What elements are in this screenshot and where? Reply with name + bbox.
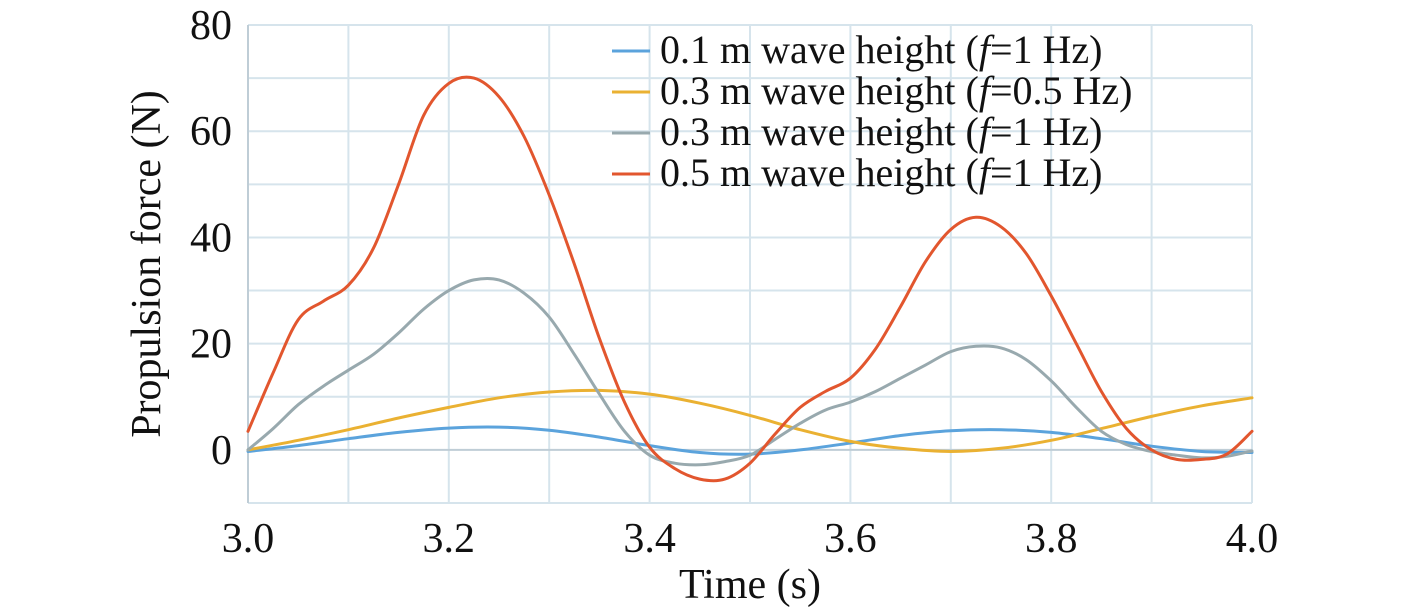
x-tick-label: 3.4 xyxy=(623,516,676,562)
legend-label-part: 0.3 m wave height ( xyxy=(660,109,979,154)
y-tick-label: 40 xyxy=(190,215,232,261)
legend-label-part: =1 Hz) xyxy=(990,109,1103,154)
legend-label-part: =1 Hz) xyxy=(990,150,1103,195)
legend: 0.1 m wave height (f=1 Hz)0.3 m wave hei… xyxy=(612,27,1132,195)
y-tick-label: 0 xyxy=(211,428,232,474)
legend-label: 0.3 m wave height (f=1 Hz) xyxy=(660,109,1102,154)
y-tick-label: 80 xyxy=(190,3,232,49)
legend-label: 0.5 m wave height (f=1 Hz) xyxy=(660,150,1102,195)
x-tick-label: 3.0 xyxy=(222,516,275,562)
series-line-4 xyxy=(246,75,1254,483)
y-tick-label: 60 xyxy=(190,109,232,155)
legend-label-part: =1 Hz) xyxy=(990,27,1103,72)
legend-label-part: 0.5 m wave height ( xyxy=(660,150,979,195)
legend-label: 0.1 m wave height (f=1 Hz) xyxy=(660,27,1102,72)
legend-label-part: 0.3 m wave height ( xyxy=(660,68,979,113)
x-axis-title: Time (s) xyxy=(679,562,821,608)
legend-label-part: 0.1 m wave height ( xyxy=(660,27,979,72)
legend-entry: 0.3 m wave height (f=1 Hz) xyxy=(612,109,1102,154)
legend-entry: 0.3 m wave height (f=0.5 Hz) xyxy=(612,68,1132,113)
y-tick-label: 20 xyxy=(190,322,232,368)
legend-entry: 0.5 m wave height (f=1 Hz) xyxy=(612,150,1102,195)
series-line-3 xyxy=(246,276,1254,467)
y-axis-title: Propulsion force (N) xyxy=(124,90,170,438)
series-lines xyxy=(246,75,1254,483)
grid xyxy=(247,24,1253,504)
x-tick-label: 3.2 xyxy=(423,516,476,562)
legend-label: 0.3 m wave height (f=0.5 Hz) xyxy=(660,68,1132,113)
legend-label-part: =0.5 Hz) xyxy=(990,68,1133,113)
x-tick-label: 3.6 xyxy=(824,516,877,562)
x-tick-label: 4.0 xyxy=(1226,516,1279,562)
series-line-2 xyxy=(246,388,1254,453)
legend-entry: 0.1 m wave height (f=1 Hz) xyxy=(612,27,1102,72)
x-tick-label: 3.8 xyxy=(1025,516,1078,562)
tick-labels: 3.0 3.2 3.4 3.6 3.8 4.0 0 20 40 60 80 xyxy=(190,3,1278,562)
